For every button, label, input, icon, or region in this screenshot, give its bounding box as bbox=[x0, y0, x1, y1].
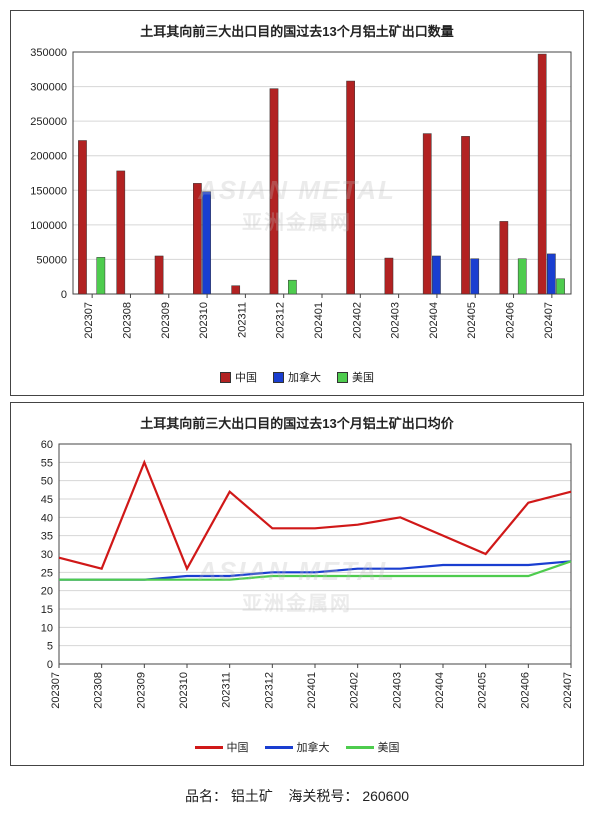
legend-label: 加拿大 bbox=[297, 742, 330, 754]
bar bbox=[97, 257, 105, 294]
svg-text:202401: 202401 bbox=[306, 672, 318, 709]
svg-text:15: 15 bbox=[41, 604, 53, 616]
bar bbox=[117, 171, 125, 294]
bar-chart-block: 土耳其向前三大出口目的国过去13个月铝土矿出口数量 ASIAN METAL 亚洲… bbox=[10, 10, 584, 396]
svg-text:25: 25 bbox=[41, 567, 53, 579]
svg-text:5: 5 bbox=[47, 641, 53, 653]
bar-chart-legend: 中国 加拿大 美国 bbox=[11, 363, 583, 395]
svg-text:202402: 202402 bbox=[351, 302, 363, 339]
bar bbox=[556, 279, 564, 294]
svg-text:350000: 350000 bbox=[30, 47, 67, 59]
svg-text:202401: 202401 bbox=[313, 302, 325, 339]
legend-swatch bbox=[273, 372, 284, 383]
svg-text:202309: 202309 bbox=[135, 672, 147, 709]
legend-item: 加拿大 bbox=[265, 739, 330, 755]
svg-text:200000: 200000 bbox=[30, 151, 67, 163]
legend-label: 中国 bbox=[227, 742, 249, 754]
legend-label: 加拿大 bbox=[288, 372, 321, 384]
svg-text:0: 0 bbox=[47, 659, 53, 671]
footer-name-value: 铝土矿 bbox=[231, 788, 273, 804]
svg-text:202307: 202307 bbox=[83, 302, 95, 339]
line-chart-title: 土耳其向前三大出口目的国过去13个月铝土矿出口均价 bbox=[11, 403, 583, 438]
svg-text:202405: 202405 bbox=[477, 672, 489, 709]
bar bbox=[202, 192, 210, 294]
svg-text:20: 20 bbox=[41, 586, 53, 598]
legend-label: 美国 bbox=[352, 372, 374, 384]
legend-label: 美国 bbox=[378, 742, 400, 754]
svg-text:50: 50 bbox=[41, 476, 53, 488]
svg-text:100000: 100000 bbox=[30, 220, 67, 232]
svg-text:202307: 202307 bbox=[50, 672, 62, 709]
svg-text:202310: 202310 bbox=[178, 672, 190, 709]
svg-text:10: 10 bbox=[41, 622, 53, 634]
svg-text:202403: 202403 bbox=[391, 672, 403, 709]
legend-item: 中国 bbox=[195, 739, 249, 755]
svg-text:202402: 202402 bbox=[349, 672, 361, 709]
svg-text:202312: 202312 bbox=[275, 302, 287, 339]
bar bbox=[500, 221, 508, 294]
bar bbox=[432, 256, 440, 294]
bar bbox=[232, 286, 240, 294]
bar bbox=[385, 258, 393, 294]
bar bbox=[471, 259, 479, 294]
footer-info: 品名： 铝土矿 海关税号： 260600 bbox=[10, 772, 584, 812]
svg-text:202404: 202404 bbox=[428, 302, 440, 339]
legend-swatch bbox=[195, 746, 223, 749]
bar bbox=[155, 256, 163, 294]
bar bbox=[78, 141, 86, 294]
svg-text:300000: 300000 bbox=[30, 82, 67, 94]
svg-text:202407: 202407 bbox=[562, 672, 574, 709]
bar bbox=[518, 259, 526, 294]
line-chart-legend: 中国 加拿大 美国 bbox=[11, 733, 583, 765]
series-line bbox=[59, 462, 571, 568]
bar bbox=[423, 134, 431, 294]
legend-item: 中国 bbox=[220, 369, 257, 385]
bar bbox=[547, 254, 555, 294]
legend-item: 加拿大 bbox=[273, 369, 321, 385]
svg-text:45: 45 bbox=[41, 494, 53, 506]
legend-item: 美国 bbox=[337, 369, 374, 385]
legend-swatch bbox=[220, 372, 231, 383]
footer-code-label: 海关税号： bbox=[288, 788, 358, 804]
legend-swatch bbox=[265, 746, 293, 749]
svg-text:60: 60 bbox=[41, 439, 53, 451]
svg-text:202310: 202310 bbox=[198, 302, 210, 339]
svg-text:202406: 202406 bbox=[519, 672, 531, 709]
svg-text:202405: 202405 bbox=[466, 302, 478, 339]
svg-text:202404: 202404 bbox=[434, 672, 446, 709]
svg-text:202312: 202312 bbox=[263, 672, 275, 709]
svg-text:50000: 50000 bbox=[36, 254, 67, 266]
svg-text:202309: 202309 bbox=[160, 302, 172, 339]
svg-text:35: 35 bbox=[41, 531, 53, 543]
line-chart-svg: 0 5 10 15 20 25 30 35 40 45 50 55 60 202307 202308 2023… bbox=[21, 438, 581, 726]
bar bbox=[347, 81, 355, 294]
legend-item: 美国 bbox=[346, 739, 400, 755]
svg-text:55: 55 bbox=[41, 457, 53, 469]
svg-text:202406: 202406 bbox=[505, 302, 517, 339]
bar bbox=[461, 136, 469, 294]
svg-text:202407: 202407 bbox=[543, 302, 555, 339]
bar bbox=[288, 280, 296, 294]
svg-text:150000: 150000 bbox=[30, 185, 67, 197]
svg-text:40: 40 bbox=[41, 512, 53, 524]
svg-text:202311: 202311 bbox=[236, 302, 248, 338]
svg-text:202403: 202403 bbox=[390, 302, 402, 339]
bar bbox=[538, 54, 546, 294]
svg-text:202311: 202311 bbox=[221, 672, 233, 708]
svg-text:30: 30 bbox=[41, 549, 53, 561]
line-chart-block: 土耳其向前三大出口目的国过去13个月铝土矿出口均价 ASIAN METAL 亚洲… bbox=[10, 402, 584, 766]
bar bbox=[193, 183, 201, 294]
bar-chart-title: 土耳其向前三大出口目的国过去13个月铝土矿出口数量 bbox=[11, 11, 583, 46]
footer-code-value: 260600 bbox=[362, 788, 409, 804]
bar bbox=[270, 89, 278, 294]
bar-chart-svg: 0 50000 100000 150000 200000 250000 300000 3500… bbox=[21, 46, 581, 356]
svg-text:202308: 202308 bbox=[93, 672, 105, 709]
svg-text:0: 0 bbox=[61, 289, 67, 301]
legend-swatch bbox=[346, 746, 374, 749]
svg-text:202308: 202308 bbox=[121, 302, 133, 339]
legend-label: 中国 bbox=[235, 372, 257, 384]
footer-name-label: 品名： bbox=[185, 788, 227, 804]
legend-swatch bbox=[337, 372, 348, 383]
svg-text:250000: 250000 bbox=[30, 116, 67, 128]
